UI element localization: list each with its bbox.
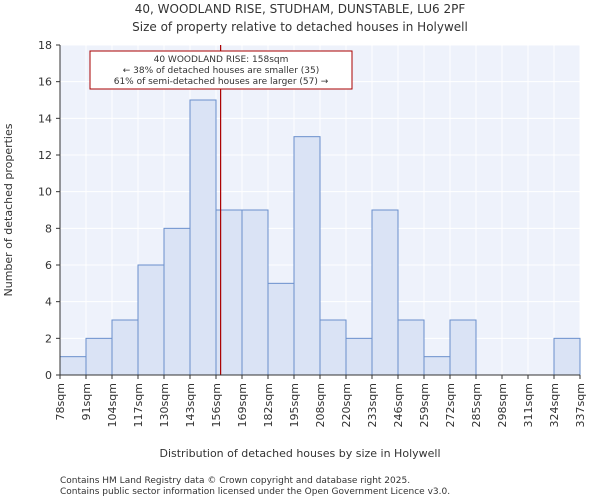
x-axis-label: Distribution of detached houses by size … — [159, 447, 440, 460]
chart-subtitle: Size of property relative to detached ho… — [132, 20, 468, 34]
y-tick-label: 16 — [38, 76, 52, 89]
x-tick-label: 272sqm — [444, 383, 457, 427]
x-tick-label: 285sqm — [470, 383, 483, 427]
bar — [163, 227, 191, 376]
y-axis-label: Number of detached properties — [2, 123, 15, 296]
y-tick-label: 10 — [38, 186, 52, 199]
bar — [59, 356, 87, 376]
bar — [111, 319, 139, 376]
x-tick-label: 169sqm — [236, 383, 249, 427]
x-tick-label: 208sqm — [314, 383, 327, 427]
x-axis: 78sqm 91sqm 104sqm 117sqm 130sqm 143sqm 156sqm… — [54, 375, 587, 427]
x-tick-label: 337sqm — [574, 383, 587, 427]
bar — [449, 319, 477, 376]
bar — [215, 209, 243, 376]
x-tick-label: 246sqm — [392, 383, 405, 427]
bar — [241, 209, 269, 376]
annotation-box-frame — [89, 50, 353, 90]
bar — [423, 356, 451, 376]
y-axis: 0 2 4 6 8 10 12 14 16 18 — [38, 39, 60, 382]
x-tick-label: 311sqm — [522, 383, 535, 427]
x-tick-label: 233sqm — [366, 383, 379, 427]
bar — [371, 209, 399, 376]
x-tick-label: 78sqm — [54, 383, 67, 420]
x-tick-label: 259sqm — [418, 383, 431, 427]
x-tick-label: 143sqm — [184, 383, 197, 427]
chart-title: 40, WOODLAND RISE, STUDHAM, DUNSTABLE, L… — [135, 2, 466, 16]
x-tick-label: 298sqm — [496, 383, 509, 427]
bar — [553, 337, 581, 376]
annotation-box: 40 WOODLAND RISE: 158sqm ← 38% of detach… — [89, 50, 353, 90]
x-tick-label: 324sqm — [548, 383, 561, 427]
bar — [189, 99, 217, 376]
annotation-line-1: 40 WOODLAND RISE: 158sqm — [154, 55, 289, 65]
bar — [319, 319, 347, 376]
x-tick-label: 156sqm — [210, 383, 223, 427]
x-tick-label: 91sqm — [80, 383, 93, 420]
annotation-line-2: ← 38% of detached houses are smaller (35… — [123, 66, 320, 76]
bar — [345, 337, 373, 376]
y-tick-label: 14 — [38, 112, 52, 125]
y-tick-label: 6 — [45, 259, 52, 272]
annotation-line-3: 61% of semi-detached houses are larger (… — [114, 77, 329, 87]
bar — [293, 136, 321, 376]
x-tick-label: 130sqm — [158, 383, 171, 427]
footer-line-1: Contains HM Land Registry data © Crown c… — [60, 476, 410, 486]
y-tick-label: 4 — [45, 296, 52, 309]
y-tick-label: 12 — [38, 149, 52, 162]
x-tick-label: 220sqm — [340, 383, 353, 427]
x-tick-label: 195sqm — [288, 383, 301, 427]
bars — [59, 99, 581, 376]
bar — [397, 319, 425, 376]
x-tick-label: 117sqm — [132, 383, 145, 427]
x-tick-label: 182sqm — [262, 383, 275, 427]
x-tick-label: 104sqm — [106, 383, 119, 427]
y-tick-label: 2 — [45, 332, 52, 345]
bar — [267, 282, 295, 376]
y-tick-label: 18 — [38, 39, 52, 52]
y-tick-label: 8 — [45, 222, 52, 235]
bar — [137, 264, 165, 376]
footer-line-2: Contains public sector information licen… — [60, 487, 450, 497]
y-tick-label: 0 — [45, 369, 52, 382]
bar — [85, 337, 113, 376]
